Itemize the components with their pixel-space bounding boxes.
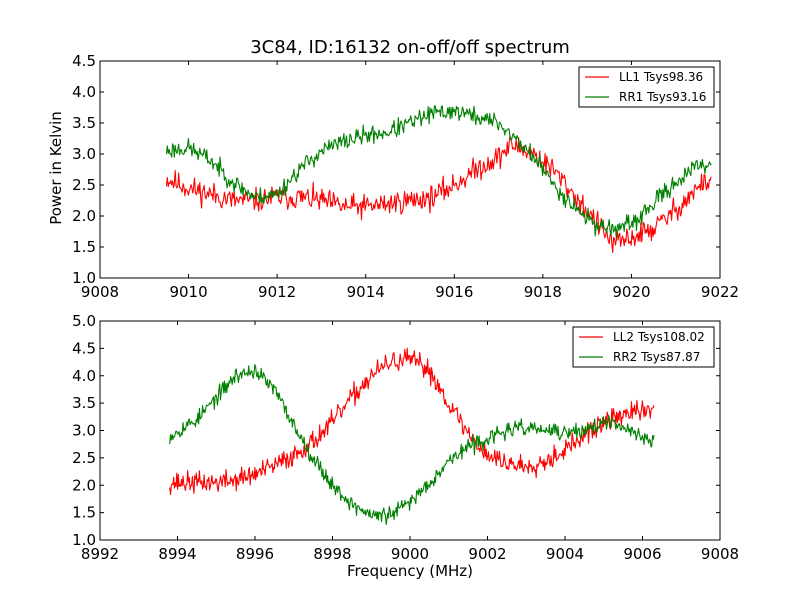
x-tick-label: 8992 xyxy=(81,545,119,563)
legend-label: LL1 Tsys98.36 xyxy=(619,70,703,84)
top-panel: 9008 9010 9012 9014 9016 9018 9020 9022 1.0 1.5 2.… xyxy=(72,52,739,301)
y-tick-label: 1.5 xyxy=(72,238,96,256)
y-tick-label: 5.0 xyxy=(72,312,96,330)
y-tick-label: 3.0 xyxy=(72,145,96,163)
x-tick-label: 9020 xyxy=(612,283,650,301)
x-tick-label: 9012 xyxy=(258,283,296,301)
x-tick-label: 9000 xyxy=(391,545,429,563)
y-tick-label: 3.0 xyxy=(72,422,96,440)
y-tick-label: 2.0 xyxy=(72,476,96,494)
legend-label: RR1 Tsys93.16 xyxy=(619,90,706,104)
series-line-1 xyxy=(165,135,712,254)
legend: LL1 Tsys98.36 RR1 Tsys93.16 xyxy=(578,66,715,108)
y-tick-label: 1.0 xyxy=(72,531,96,549)
x-tick-label: 9008 xyxy=(81,283,119,301)
series-line-2 xyxy=(165,105,712,239)
y-tick-label: 2.0 xyxy=(72,207,96,225)
x-tick-label: 9010 xyxy=(169,283,207,301)
x-tick-label: 9022 xyxy=(701,283,739,301)
x-tick-label: 9002 xyxy=(468,545,506,563)
x-tick-label: 8998 xyxy=(313,545,351,563)
legend-label: RR2 Tsys87.87 xyxy=(613,350,700,364)
legend-box xyxy=(572,326,715,368)
y-tick-label: 3.5 xyxy=(72,114,96,132)
x-tick-label: 9006 xyxy=(623,545,661,563)
x-tick-label: 8994 xyxy=(158,545,196,563)
y-tick-label: 4.0 xyxy=(72,83,96,101)
y-tick-label: 1.0 xyxy=(72,269,96,287)
y-tick-label: 1.5 xyxy=(72,504,96,522)
y-tick-label: 2.5 xyxy=(72,449,96,467)
plot-frame xyxy=(99,60,721,279)
series-line-2 xyxy=(169,363,655,525)
y-tick-label: 4.5 xyxy=(72,339,96,357)
series-line-1 xyxy=(169,347,655,495)
y-tick-label: 2.5 xyxy=(72,176,96,194)
legend-label: LL2 Tsys108.02 xyxy=(613,330,705,344)
y-axis-label: Power in Kelvin xyxy=(47,111,65,225)
x-tick-label: 9004 xyxy=(546,545,584,563)
x-axis-label: Frequency (MHz) xyxy=(347,562,473,580)
x-tick-label: 9018 xyxy=(524,283,562,301)
y-tick-label: 4.5 xyxy=(72,52,96,70)
x-tick-label: 8996 xyxy=(236,545,274,563)
x-tick-label: 9008 xyxy=(701,545,739,563)
x-tick-label: 9014 xyxy=(347,283,385,301)
legend-box xyxy=(578,66,715,108)
legend: LL2 Tsys108.02 RR2 Tsys87.87 xyxy=(572,326,715,368)
x-tick-label: 9016 xyxy=(435,283,473,301)
bottom-panel: 8992 8994 8996 8998 9000 9002 9004 9006 9008 1.0 1… xyxy=(72,312,739,563)
y-tick-label: 4.0 xyxy=(72,367,96,385)
series-group xyxy=(165,105,712,254)
chart-title: 3C84, ID:16132 on-off/off spectrum xyxy=(250,37,570,58)
y-tick-label: 3.5 xyxy=(72,394,96,412)
series-group xyxy=(169,347,655,525)
